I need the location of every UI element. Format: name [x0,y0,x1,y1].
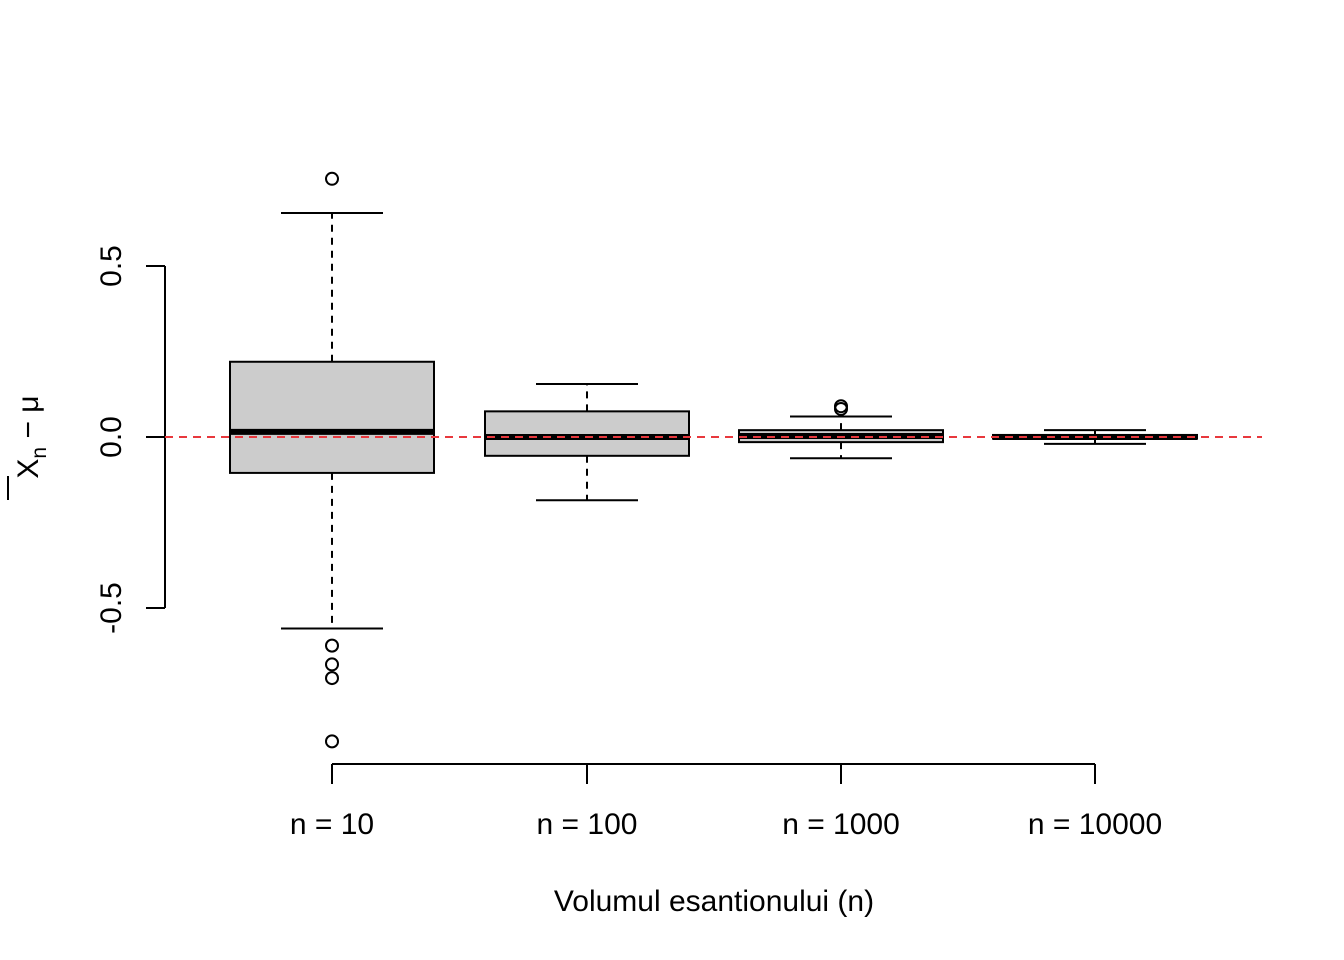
y-axis-title-rest: − μ [12,395,45,446]
box-group [484,382,690,502]
y-axis-title-main: X [12,459,45,479]
box-series [229,171,1198,749]
outlier-point [325,638,339,653]
outlier-point [325,734,339,749]
iqr-box [229,360,435,474]
iqr-box [484,410,690,457]
y-axis-title: Xn − μ [12,395,51,478]
y-axis: -0.5 0.0 0.5 [95,245,166,634]
x-tick-label: n = 1000 [782,808,900,841]
outlier-point [325,671,339,686]
box-group [738,399,944,460]
outlier-point [325,657,339,672]
x-tick-label: n = 10000 [1028,808,1162,841]
y-tick-label: 0.0 [95,416,128,458]
x-axis: n = 10 n = 100 n = 1000 n = 10000 [290,763,1162,841]
y-axis-title-subscript: n [28,447,51,459]
y-tick-label: -0.5 [95,582,128,634]
outlier-point [325,171,339,186]
y-tick-label: 0.5 [95,245,128,287]
box-group [229,171,435,749]
outlier-point [834,399,848,414]
x-tick-label: n = 10 [290,808,374,841]
x-axis-title: Volumul esantionului (n) [554,885,874,918]
x-tick-label: n = 100 [537,808,638,841]
